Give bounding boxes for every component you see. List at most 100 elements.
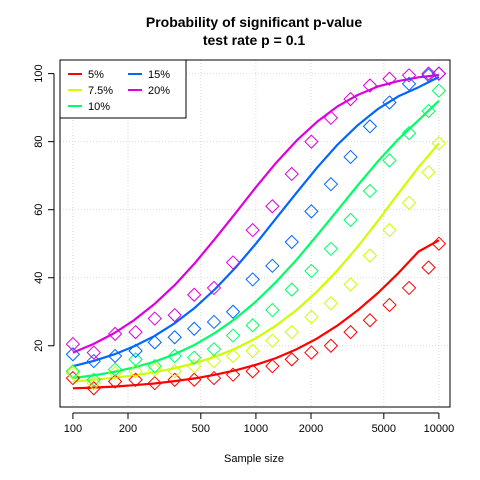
data-point (284, 166, 299, 182)
data-point (362, 78, 378, 93)
data-point (304, 263, 319, 279)
points-layer (65, 66, 447, 396)
legend-label: 20% (148, 85, 170, 97)
data-point (431, 66, 447, 81)
y-tick-label: 20 (33, 340, 45, 352)
data-point (245, 318, 260, 333)
data-point (65, 364, 81, 379)
data-point (421, 66, 436, 81)
data-point (107, 365, 123, 381)
data-point (206, 370, 222, 386)
data-point (401, 195, 417, 211)
data-point (167, 307, 182, 323)
legend-label: 10% (88, 101, 110, 113)
legend-label: 7.5% (88, 85, 113, 97)
data-point (401, 125, 417, 141)
legend-label: 5% (88, 69, 104, 81)
data-point (147, 362, 162, 377)
data-point (65, 370, 81, 386)
data-point (86, 372, 101, 387)
data-point (362, 119, 378, 134)
data-point (107, 326, 123, 342)
data-point (167, 330, 182, 345)
data-point (343, 212, 358, 228)
data-point (86, 381, 101, 396)
data-point (431, 136, 447, 151)
data-point (304, 309, 319, 325)
data-point (343, 149, 358, 165)
x-tick-label: 200 (119, 423, 137, 435)
chart-subtitle: test rate p = 0.1 (203, 32, 306, 48)
legend-label: 15% (148, 69, 170, 81)
data-point (284, 234, 299, 250)
data-point (401, 68, 417, 83)
data-point (304, 204, 319, 219)
data-point (128, 324, 143, 340)
data-point (186, 350, 202, 365)
data-point (167, 372, 182, 387)
data-point (382, 222, 397, 238)
data-point (431, 83, 447, 98)
data-point (323, 296, 339, 311)
data-point (323, 176, 339, 192)
data-point (421, 260, 436, 275)
data-point (167, 348, 182, 364)
data-point (382, 95, 397, 110)
data-point (382, 71, 397, 86)
data-point (265, 302, 280, 318)
data-point (86, 353, 101, 369)
data-point (284, 324, 299, 340)
data-point (421, 103, 436, 119)
plot-frame (59, 59, 451, 408)
axis-layer: 100 200 500 1000 2000 5000 10000 20 40 60 80 100 (33, 59, 455, 435)
data-point (343, 277, 358, 292)
data-point (323, 338, 339, 353)
data-point (225, 255, 241, 270)
legend: 5% 7.5% 10% 15% 20% (59, 59, 187, 119)
data-point (107, 374, 123, 389)
fit-line-20pct (72, 73, 440, 354)
data-point (65, 336, 81, 352)
x-axis-label: Sample size (224, 453, 284, 465)
data-point (265, 333, 280, 348)
data-point (147, 335, 162, 350)
data-point (343, 91, 358, 107)
data-point (167, 364, 182, 379)
data-point (343, 324, 358, 340)
data-point (128, 372, 143, 387)
data-point (245, 343, 260, 359)
data-point (421, 165, 436, 180)
data-point (225, 348, 241, 364)
data-point (206, 353, 222, 369)
data-point (323, 241, 339, 257)
data-point (206, 280, 222, 296)
data-point (128, 352, 143, 367)
data-point (128, 364, 143, 379)
data-point (225, 304, 241, 319)
y-tick-label: 100 (33, 64, 45, 82)
x-tick-label: 2000 (299, 423, 323, 435)
data-point (362, 248, 378, 263)
x-tick-label: 1000 (244, 423, 268, 435)
data-point (86, 345, 101, 360)
data-point (304, 134, 319, 149)
data-point (86, 375, 101, 391)
y-tick-label: 60 (33, 204, 45, 216)
data-point (382, 153, 397, 168)
x-tick-label: 10000 (424, 423, 455, 435)
data-point (284, 282, 299, 297)
x-tick-label: 500 (192, 423, 210, 435)
data-point (128, 343, 143, 359)
data-point (401, 280, 417, 296)
data-point (206, 314, 222, 330)
data-point (323, 110, 339, 126)
data-point (225, 367, 241, 382)
data-point (186, 321, 202, 336)
data-point (65, 347, 81, 362)
data-point (147, 358, 162, 374)
data-point (186, 372, 202, 387)
data-point (265, 199, 280, 214)
data-point (284, 352, 299, 367)
data-point (265, 358, 280, 374)
